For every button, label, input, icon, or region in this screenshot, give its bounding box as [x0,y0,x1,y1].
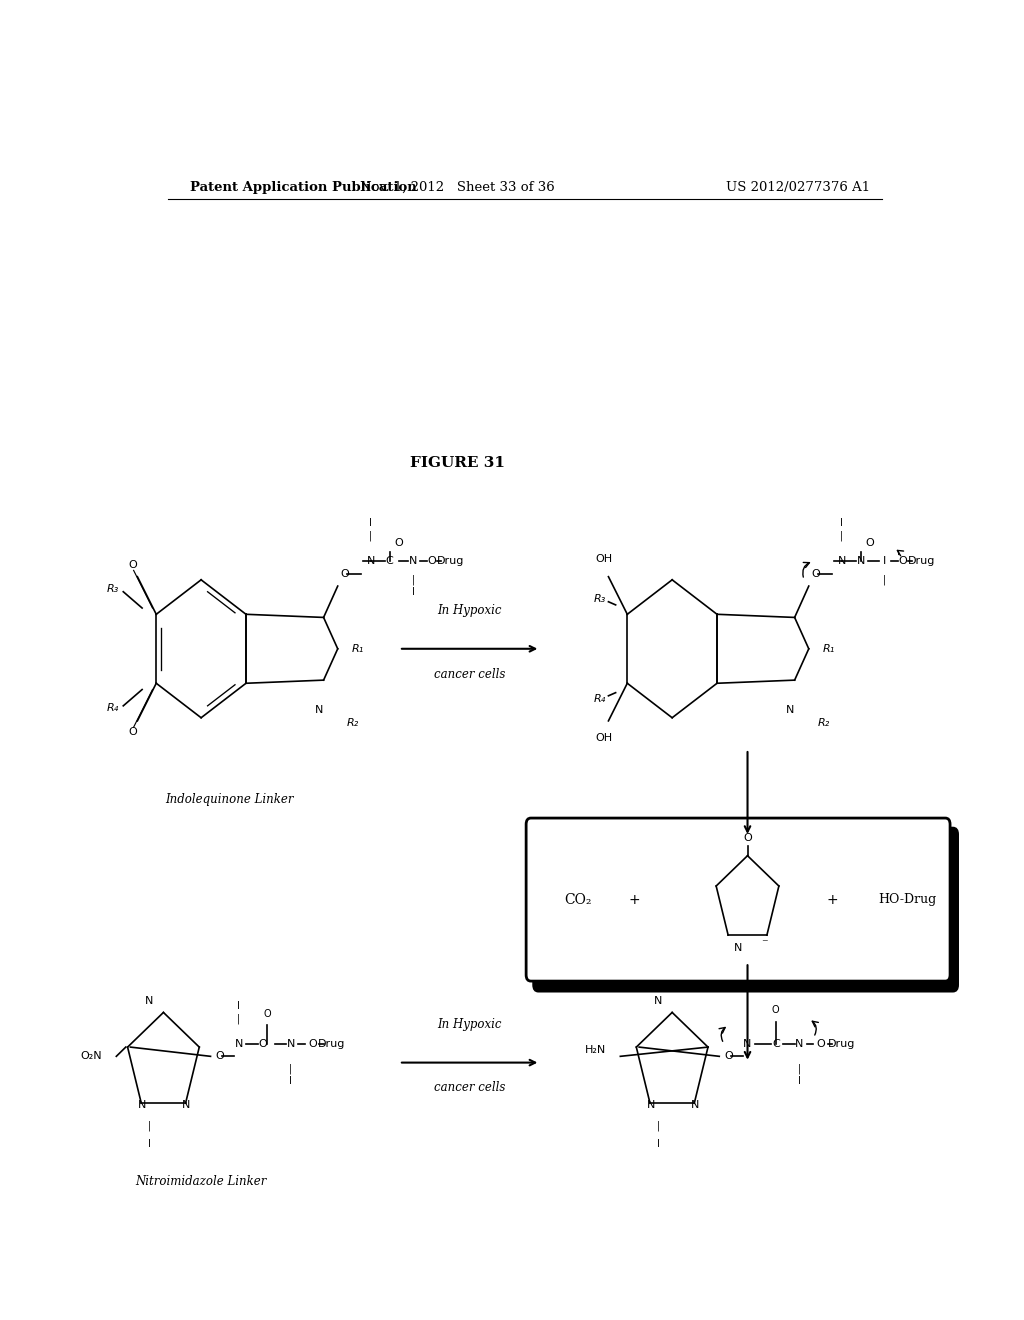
Text: ⁻: ⁻ [762,937,768,950]
Text: |: | [745,1014,750,1024]
Text: |: | [412,574,415,585]
Text: O: O [724,1051,733,1061]
Text: Drug: Drug [317,1039,345,1049]
Text: R₄: R₄ [594,694,606,704]
Text: OH: OH [595,734,612,743]
Text: O: O [743,833,752,843]
Text: CO₂: CO₂ [564,892,592,907]
Text: O: O [308,1039,316,1049]
Text: +: + [629,892,640,907]
Text: N: N [856,556,864,566]
Text: Drug: Drug [908,556,936,566]
Text: R₂: R₂ [347,718,359,727]
Text: I: I [147,1139,151,1150]
Text: I: I [883,556,886,566]
Text: |: | [147,1121,151,1130]
Text: O: O [128,727,137,737]
Text: |: | [840,531,844,541]
Text: O: O [258,1039,266,1049]
Text: N: N [691,1101,699,1110]
Text: R₃: R₃ [594,594,606,603]
Text: |: | [798,1064,801,1074]
Text: I: I [238,1001,241,1011]
Text: |: | [238,1014,241,1024]
Text: N: N [234,1039,243,1049]
Text: O: O [215,1051,224,1061]
Text: N: N [182,1101,190,1110]
Text: N: N [409,556,417,566]
Text: I: I [412,587,415,598]
Text: HO-Drug: HO-Drug [879,894,937,906]
Text: cancer cells: cancer cells [434,668,505,681]
Text: O: O [128,561,137,570]
Text: N: N [785,705,794,715]
Text: cancer cells: cancer cells [434,1081,505,1094]
FancyBboxPatch shape [526,818,950,981]
Text: I: I [798,1076,801,1086]
Text: N: N [838,556,846,566]
Text: O: O [899,556,907,566]
Text: FIGURE 31: FIGURE 31 [410,457,505,470]
Text: O: O [340,569,349,578]
Text: Drug: Drug [828,1039,855,1049]
Text: I: I [656,1139,659,1150]
Text: In Hypoxic: In Hypoxic [437,1018,502,1031]
Text: +: + [826,892,838,907]
Text: N: N [796,1039,804,1049]
Text: N: N [654,997,663,1006]
Text: O: O [865,539,874,549]
Text: O: O [263,1008,271,1019]
Text: O: O [428,556,436,566]
Text: R₁: R₁ [352,644,365,653]
Text: I: I [746,1001,749,1011]
Text: N: N [287,1039,295,1049]
Text: Patent Application Publication: Patent Application Publication [189,181,417,194]
Text: |: | [289,1064,292,1074]
Text: I: I [289,1076,292,1086]
Text: OH: OH [595,554,612,564]
Text: N: N [734,944,742,953]
Text: US 2012/0277376 A1: US 2012/0277376 A1 [726,181,870,194]
Text: C: C [772,1039,779,1049]
Text: N: N [138,1101,146,1110]
Text: H₂N: H₂N [585,1045,606,1055]
Text: O: O [816,1039,825,1049]
Text: O₂N: O₂N [81,1051,102,1061]
Text: I: I [370,519,372,528]
Text: O: O [394,539,403,549]
Text: O: O [811,569,820,578]
Text: Drug: Drug [437,556,465,566]
Text: R₄: R₄ [106,704,119,713]
Text: R₂: R₂ [818,718,830,727]
Text: N: N [743,1039,752,1049]
Text: N: N [367,556,375,566]
Text: Nitroimidazole Linker: Nitroimidazole Linker [135,1175,267,1188]
Text: I: I [841,519,843,528]
Text: N: N [647,1101,655,1110]
Text: |: | [369,531,373,541]
Text: O: O [772,1005,779,1015]
Text: R₁: R₁ [823,644,836,653]
Text: |: | [883,574,886,585]
Text: Nov. 1, 2012   Sheet 33 of 36: Nov. 1, 2012 Sheet 33 of 36 [360,181,555,194]
Text: R₃: R₃ [106,585,119,594]
Text: C: C [386,556,393,566]
Text: In Hypoxic: In Hypoxic [437,605,502,618]
FancyBboxPatch shape [534,828,957,991]
Text: |: | [656,1121,659,1130]
Text: N: N [145,997,154,1006]
Text: N: N [314,705,323,715]
Text: Indolequinone Linker: Indolequinone Linker [165,793,294,807]
